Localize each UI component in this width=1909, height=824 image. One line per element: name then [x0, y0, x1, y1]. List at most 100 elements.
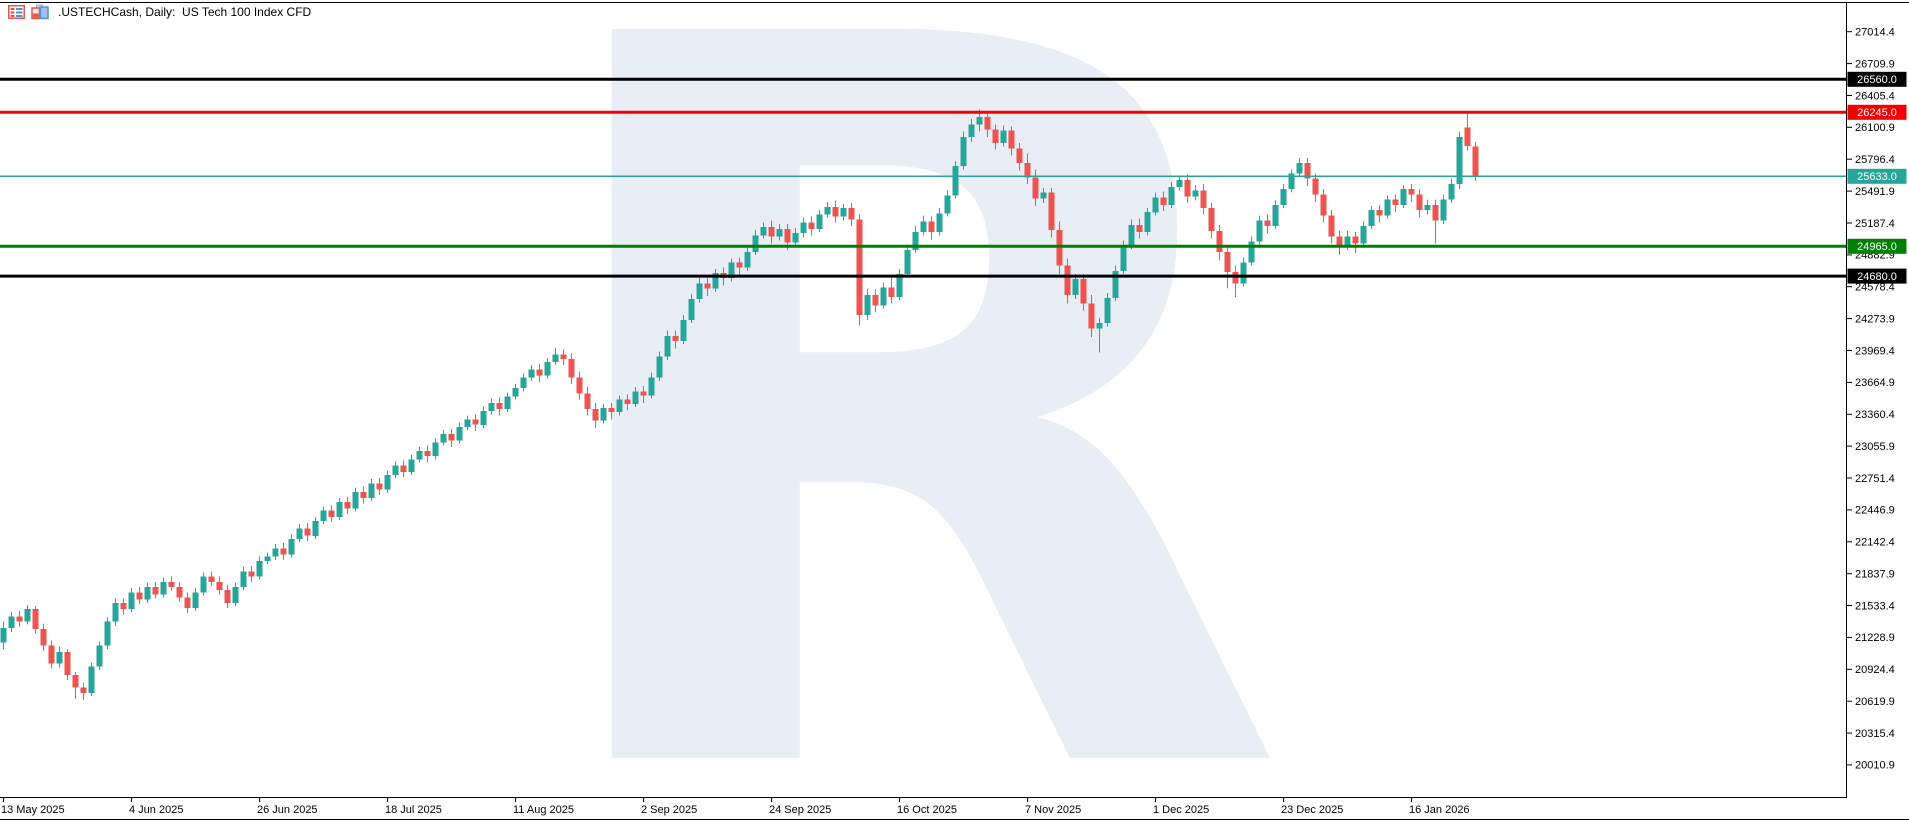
candle-body	[1424, 204, 1431, 211]
candle-body	[1152, 197, 1159, 213]
date-tick-label: 23 Dec 2025	[1281, 804, 1343, 816]
candle-body	[920, 221, 927, 233]
candle-body	[1456, 136, 1463, 184]
candle-body	[1328, 215, 1335, 237]
candle-body	[216, 581, 223, 591]
candle-body	[1384, 199, 1391, 216]
date-tick-label: 2 Sep 2025	[641, 804, 697, 816]
candle-body	[456, 426, 463, 441]
time-axis[interactable]: 13 May 2025 4 Jun 2025 26 Jun 2025 18 Jul 2…	[1, 798, 1470, 816]
candle-body	[992, 129, 999, 144]
price-tick-label: 24578.4	[1855, 282, 1895, 294]
price-tick-label: 21837.9	[1855, 569, 1895, 581]
candle-body	[144, 587, 151, 600]
date-tick-label: 11 Aug 2025	[513, 804, 574, 816]
candle-body	[48, 645, 55, 664]
price-axis[interactable]: 27014.4 26709.9 26405.4 26100.9 25796.4 25491…	[1846, 27, 1895, 772]
candle-body	[928, 221, 935, 233]
date-tick-label: 18 Jul 2025	[385, 804, 442, 816]
candle-body	[1416, 194, 1423, 211]
candle-body	[232, 587, 239, 603]
price-tick-label: 26100.9	[1855, 122, 1895, 134]
candle-body	[688, 299, 695, 320]
date-tick-label: 13 May 2025	[1, 804, 65, 816]
level-price-label-box	[1847, 168, 1907, 184]
candle-body	[1240, 262, 1247, 284]
candle-body	[960, 136, 967, 167]
candle-body	[1312, 178, 1319, 195]
candle-body	[448, 434, 455, 441]
price-tick-label: 25796.4	[1855, 154, 1895, 166]
candle-body	[608, 408, 615, 413]
price-tick-label: 21533.4	[1855, 600, 1895, 612]
candle-body	[904, 249, 911, 274]
candle-body	[328, 510, 335, 517]
candle-body	[1264, 220, 1271, 226]
candle-body	[64, 652, 71, 675]
candle-body	[320, 510, 327, 522]
candle-body	[640, 391, 647, 396]
level-price-label: 26560.0	[1857, 74, 1897, 86]
candle-body	[240, 571, 247, 587]
candle-body	[1280, 189, 1287, 205]
candle-body	[1448, 184, 1455, 200]
candle-body	[1160, 197, 1167, 205]
candle-body	[488, 402, 495, 412]
candle-body	[368, 483, 375, 499]
date-tick-label: 4 Jun 2025	[129, 804, 183, 816]
chart-title: .USTECHCash, Daily: US Tech 100 Index CF…	[58, 5, 312, 19]
candle-body	[800, 222, 807, 234]
candle-body	[1472, 146, 1479, 177]
candle-body	[1352, 236, 1359, 244]
price-tick-label: 21228.9	[1855, 632, 1895, 644]
candle-body	[752, 235, 759, 253]
candle-body	[1336, 236, 1343, 247]
price-tick-label: 25491.9	[1855, 186, 1895, 198]
candle-body	[1440, 199, 1447, 221]
candle-body	[16, 616, 23, 622]
price-tick-label: 22751.4	[1855, 473, 1895, 485]
candle-body	[1360, 225, 1367, 244]
candle-body	[1200, 190, 1207, 209]
candle-body	[728, 262, 735, 279]
candle-body	[600, 408, 607, 421]
candle-body	[344, 502, 351, 509]
candle-body	[664, 335, 671, 357]
price-tick-label: 26405.4	[1855, 90, 1895, 102]
candle-body	[552, 354, 559, 362]
candle-body	[1144, 212, 1151, 233]
candle-body	[1128, 224, 1135, 246]
candle-body	[288, 538, 295, 555]
price-tick-label: 23969.4	[1855, 345, 1895, 357]
level-price-label: 25633.0	[1857, 171, 1897, 183]
candle-body	[984, 117, 991, 130]
chart-window-icon	[31, 4, 49, 20]
candle-body	[1296, 163, 1303, 174]
candle-body	[1344, 236, 1351, 247]
date-tick-label: 26 Jun 2025	[257, 804, 318, 816]
candle-body	[864, 294, 871, 315]
candle-body	[1224, 252, 1231, 272]
candle-body	[1112, 270, 1119, 299]
candle-body	[1104, 298, 1111, 324]
date-tick-label: 1 Dec 2025	[1153, 804, 1209, 816]
candle-body	[792, 233, 799, 243]
candle-body	[152, 587, 159, 595]
candle-body	[936, 213, 943, 233]
candle-body	[976, 117, 983, 125]
candle-body	[408, 459, 415, 472]
candle-body	[80, 687, 87, 693]
price-tick-label: 22142.4	[1855, 537, 1895, 549]
candle-body	[1024, 163, 1031, 178]
candle-body	[616, 399, 623, 413]
candle-body	[1216, 231, 1223, 252]
candle-body	[768, 226, 775, 237]
candle-body	[1432, 204, 1439, 221]
candle-body	[560, 354, 567, 359]
candle-body	[512, 388, 519, 397]
candle-body	[1184, 179, 1191, 197]
level-lines-layer[interactable]	[0, 77, 1846, 278]
candle-body	[808, 222, 815, 229]
